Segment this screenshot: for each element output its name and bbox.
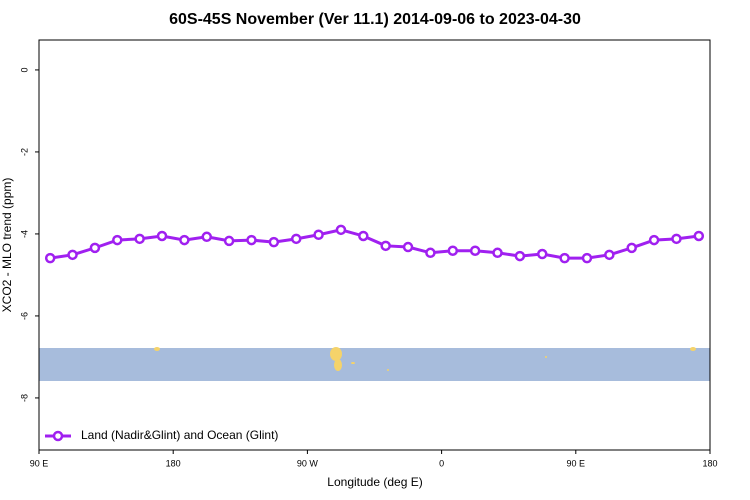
plot-frame: [38, 39, 711, 451]
point: [89, 242, 101, 254]
y-axis-label: XCO2 - MLO trend (ppm): [0, 178, 14, 313]
point: [290, 233, 302, 245]
point: [112, 234, 123, 246]
point: [380, 240, 391, 252]
x-tick-label: 90 E: [30, 458, 49, 468]
point: [425, 247, 436, 259]
point: [648, 234, 660, 246]
point: [559, 252, 570, 264]
y-tick-label: -4: [19, 230, 29, 238]
point: [335, 224, 347, 236]
point: [492, 247, 503, 259]
point: [246, 234, 257, 246]
point: [179, 234, 190, 246]
point: [223, 235, 235, 247]
point: [604, 249, 615, 261]
point: [358, 230, 369, 242]
x-tick-label: 0: [439, 458, 444, 468]
point: [447, 245, 459, 256]
x-axis-label: Longitude (deg E): [327, 475, 422, 489]
point: [44, 252, 56, 264]
y-tick-label: -8: [19, 394, 29, 402]
point: [268, 236, 280, 248]
point: [671, 233, 682, 245]
y-tick-label: 0: [19, 67, 29, 72]
point: [693, 230, 705, 242]
point: [201, 231, 212, 243]
point: [313, 229, 324, 240]
y-tick-label: -2: [19, 148, 29, 156]
point: [67, 249, 78, 261]
x-tick-label: 90 E: [567, 458, 586, 468]
point: [626, 242, 637, 254]
x-tick-label: 180: [166, 458, 181, 468]
point: [537, 248, 548, 260]
land: [154, 347, 696, 371]
legend-label: Land (Nadir&Glint) and Ocean (Glint): [81, 428, 278, 442]
point: [514, 250, 526, 262]
map-strip: [39, 348, 710, 381]
y-tick-label: -6: [19, 312, 29, 320]
point: [469, 245, 481, 256]
x-tick-label: 180: [702, 458, 717, 468]
legend-marker: [52, 430, 64, 442]
point: [581, 252, 593, 264]
point: [156, 230, 168, 242]
point: [402, 241, 414, 253]
point: [134, 233, 145, 245]
x-tick-label: 90 W: [297, 458, 319, 468]
chart-title: 60S-45S November (Ver 11.1) 2014-09-06 t…: [169, 11, 581, 28]
